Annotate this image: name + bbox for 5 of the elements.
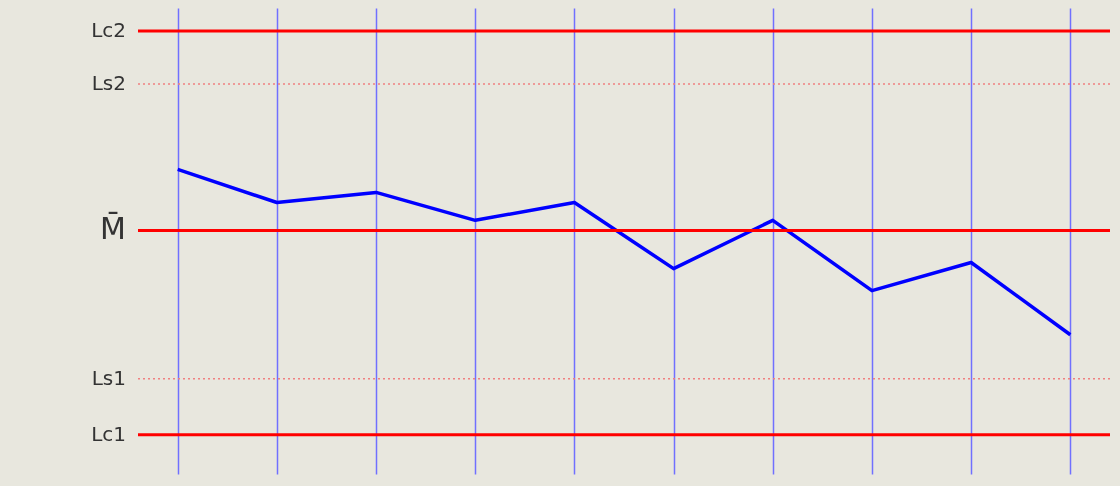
- ref-line-label: Ls1: [91, 365, 126, 390]
- ref-line-label: Lc2: [91, 18, 126, 43]
- ref-line-label: Ls2: [91, 71, 126, 96]
- ref-line-label: M̄: [100, 210, 126, 247]
- ref-line-label: Lc1: [91, 421, 126, 446]
